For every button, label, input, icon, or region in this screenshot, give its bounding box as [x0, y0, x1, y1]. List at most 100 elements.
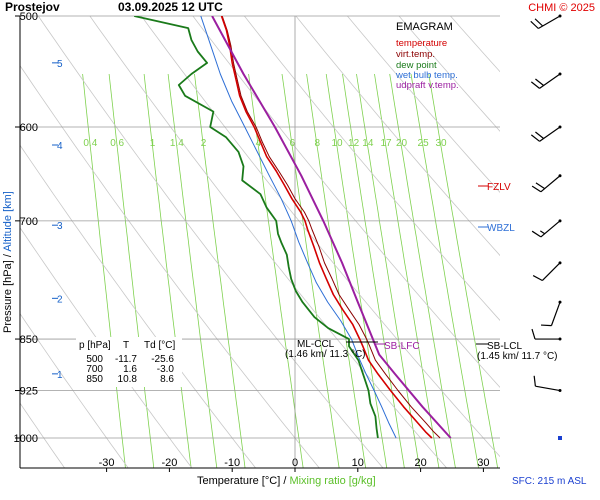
pressure-tick-label: 500 [20, 11, 38, 23]
wind-barb-station [558, 14, 562, 18]
mixing-ratio-label: 8 [314, 138, 320, 149]
dry-adiabat [295, 16, 500, 257]
table-cell: -3.0 [157, 364, 175, 375]
dry-adiabat [531, 0, 600, 468]
mixing-ratio-label: 1 [150, 138, 156, 149]
wind-barb-flag [531, 185, 542, 193]
wind-barb-staff [540, 175, 561, 193]
mixing-ratio-line [374, 73, 440, 468]
wind-barb-staff [538, 15, 561, 30]
dry-adiabat [89, 16, 447, 468]
table-body: 500 -11.7 -25.6 700 1.6 -3.0 850 10.8 8.6 [86, 354, 174, 385]
altitude-tick-labels: 1 2 3 4 5 [52, 59, 63, 381]
mixing-ratio-labels: 0.4 0.6 1 1.4 2 4 6 8 10 12 14 17 20 25 30 [83, 138, 447, 149]
wind-barb-station [558, 337, 562, 341]
wind-barb-station [558, 300, 562, 304]
legend-title: EMAGRAM [396, 21, 453, 33]
ml-ccl-label: ML-CCL [297, 339, 335, 350]
table-cell: -11.7 [115, 354, 137, 365]
wind-barb-staff [550, 301, 561, 326]
legend: EMAGRAM temperature virt.temp. dew point… [395, 21, 459, 91]
table-cell: -25.6 [151, 354, 174, 365]
sb-lcl-annotation: SB-LCL (1.45 km/ 11.7 °C) [476, 341, 558, 362]
wind-barb-flag [532, 275, 543, 282]
mixing-ratio-label: 30 [435, 138, 447, 149]
mixing-ratio-label: 0.6 [110, 138, 124, 149]
pressure-tick-label: 850 [20, 334, 38, 346]
mixing-ratio-line [325, 73, 388, 468]
series-dew-point [134, 16, 379, 439]
pressure-tick-label: 600 [20, 122, 38, 134]
wind-barb-flag [534, 18, 544, 27]
sb-lfc-label: SB-LFC [384, 341, 420, 352]
wind-calm-marker [558, 436, 562, 440]
mixing-ratio-line [281, 73, 340, 468]
fzlv-label: FZLV [487, 182, 511, 193]
table-cell: 850 [86, 374, 103, 385]
surface-elevation-label: SFC: 215 m ASL [512, 476, 587, 487]
mixing-ratio-line [342, 73, 405, 468]
dry-adiabat [20, 312, 129, 468]
dry-adiabat [37, 16, 384, 468]
dry-adiabat [140, 16, 500, 458]
mixing-ratio-line [410, 73, 479, 468]
ml-ccl-annotation: ML-CCL (1.46 km/ 11.3 °C) [285, 339, 378, 360]
mixing-ratio-label: 6 [290, 138, 296, 149]
mixing-ratio-line [248, 73, 304, 468]
temperature-tick-label: -20 [161, 457, 177, 469]
pressure-tick-label: 700 [20, 216, 38, 228]
mixing-ratio-label: 0.4 [83, 138, 97, 149]
wind-barb-flag [540, 324, 552, 327]
mixing-ratio-line [356, 73, 420, 468]
temperature-tick-label: -30 [99, 457, 115, 469]
temperature-tick-label: 20 [414, 457, 426, 469]
legend-updraft: udpraft v.temp. [396, 80, 459, 91]
table-header-t: T [123, 340, 129, 351]
mixing-ratio-line [167, 73, 218, 468]
temperature-tick-label: 30 [477, 457, 489, 469]
wind-barb-staff [539, 73, 561, 89]
mixing-ratio-line [82, 73, 126, 468]
wind-barb-flag [535, 131, 544, 139]
dry-adiabat [20, 144, 256, 468]
table-cell: 10.8 [118, 374, 138, 385]
mixing-ratio-line [428, 73, 498, 468]
dry-adiabat [243, 16, 500, 321]
pressure-tick-labels: 500 600 700 850 925 1000 [14, 11, 38, 445]
legend-temperature: temperature [396, 38, 447, 49]
wind-barb-flag [535, 182, 546, 190]
wind-barb-flag [530, 81, 540, 89]
wind-barb-flag [535, 78, 544, 86]
wind-barb-station [558, 261, 562, 265]
wind-barb-flag [531, 328, 536, 340]
altitude-tick-label: 5 [57, 59, 63, 70]
mixing-ratio-label: 12 [348, 138, 360, 149]
temperature-tick-label: -10 [224, 457, 240, 469]
wind-barb-station [558, 72, 562, 76]
table-cell: 700 [86, 364, 103, 375]
sb-lfc-annotation: SB-LFC [376, 341, 420, 352]
y-axis-title: Pressure [hPa] / Altitude [km] [2, 191, 14, 333]
wind-barb-station [558, 174, 562, 178]
wind-barb-flag [530, 20, 539, 29]
mixing-ratio-label: 14 [362, 138, 374, 149]
mixing-ratio-lines [82, 73, 498, 468]
mixing-ratio-label: 10 [332, 138, 344, 149]
dry-adiabat [20, 227, 193, 468]
datetime-label: 03.09.2025 12 UTC [118, 0, 223, 14]
table-header-td: Td [°C] [144, 340, 175, 351]
grid-lines [15, 15, 500, 468]
mixing-ratio-line [194, 73, 246, 468]
altitude-tick-label: 4 [57, 141, 63, 152]
mixing-ratio-label: 4 [256, 138, 262, 149]
wind-barb-station [558, 389, 562, 393]
pressure-tick-label: 925 [20, 386, 38, 398]
profile-series [134, 16, 452, 439]
wind-barb-staff [540, 220, 561, 238]
wind-barb-half-flag [539, 230, 546, 235]
dry-adiabat [398, 16, 500, 132]
temperature-tick-label: 0 [292, 457, 298, 469]
dry-adiabat [346, 16, 500, 194]
wind-barb-station [558, 125, 562, 129]
